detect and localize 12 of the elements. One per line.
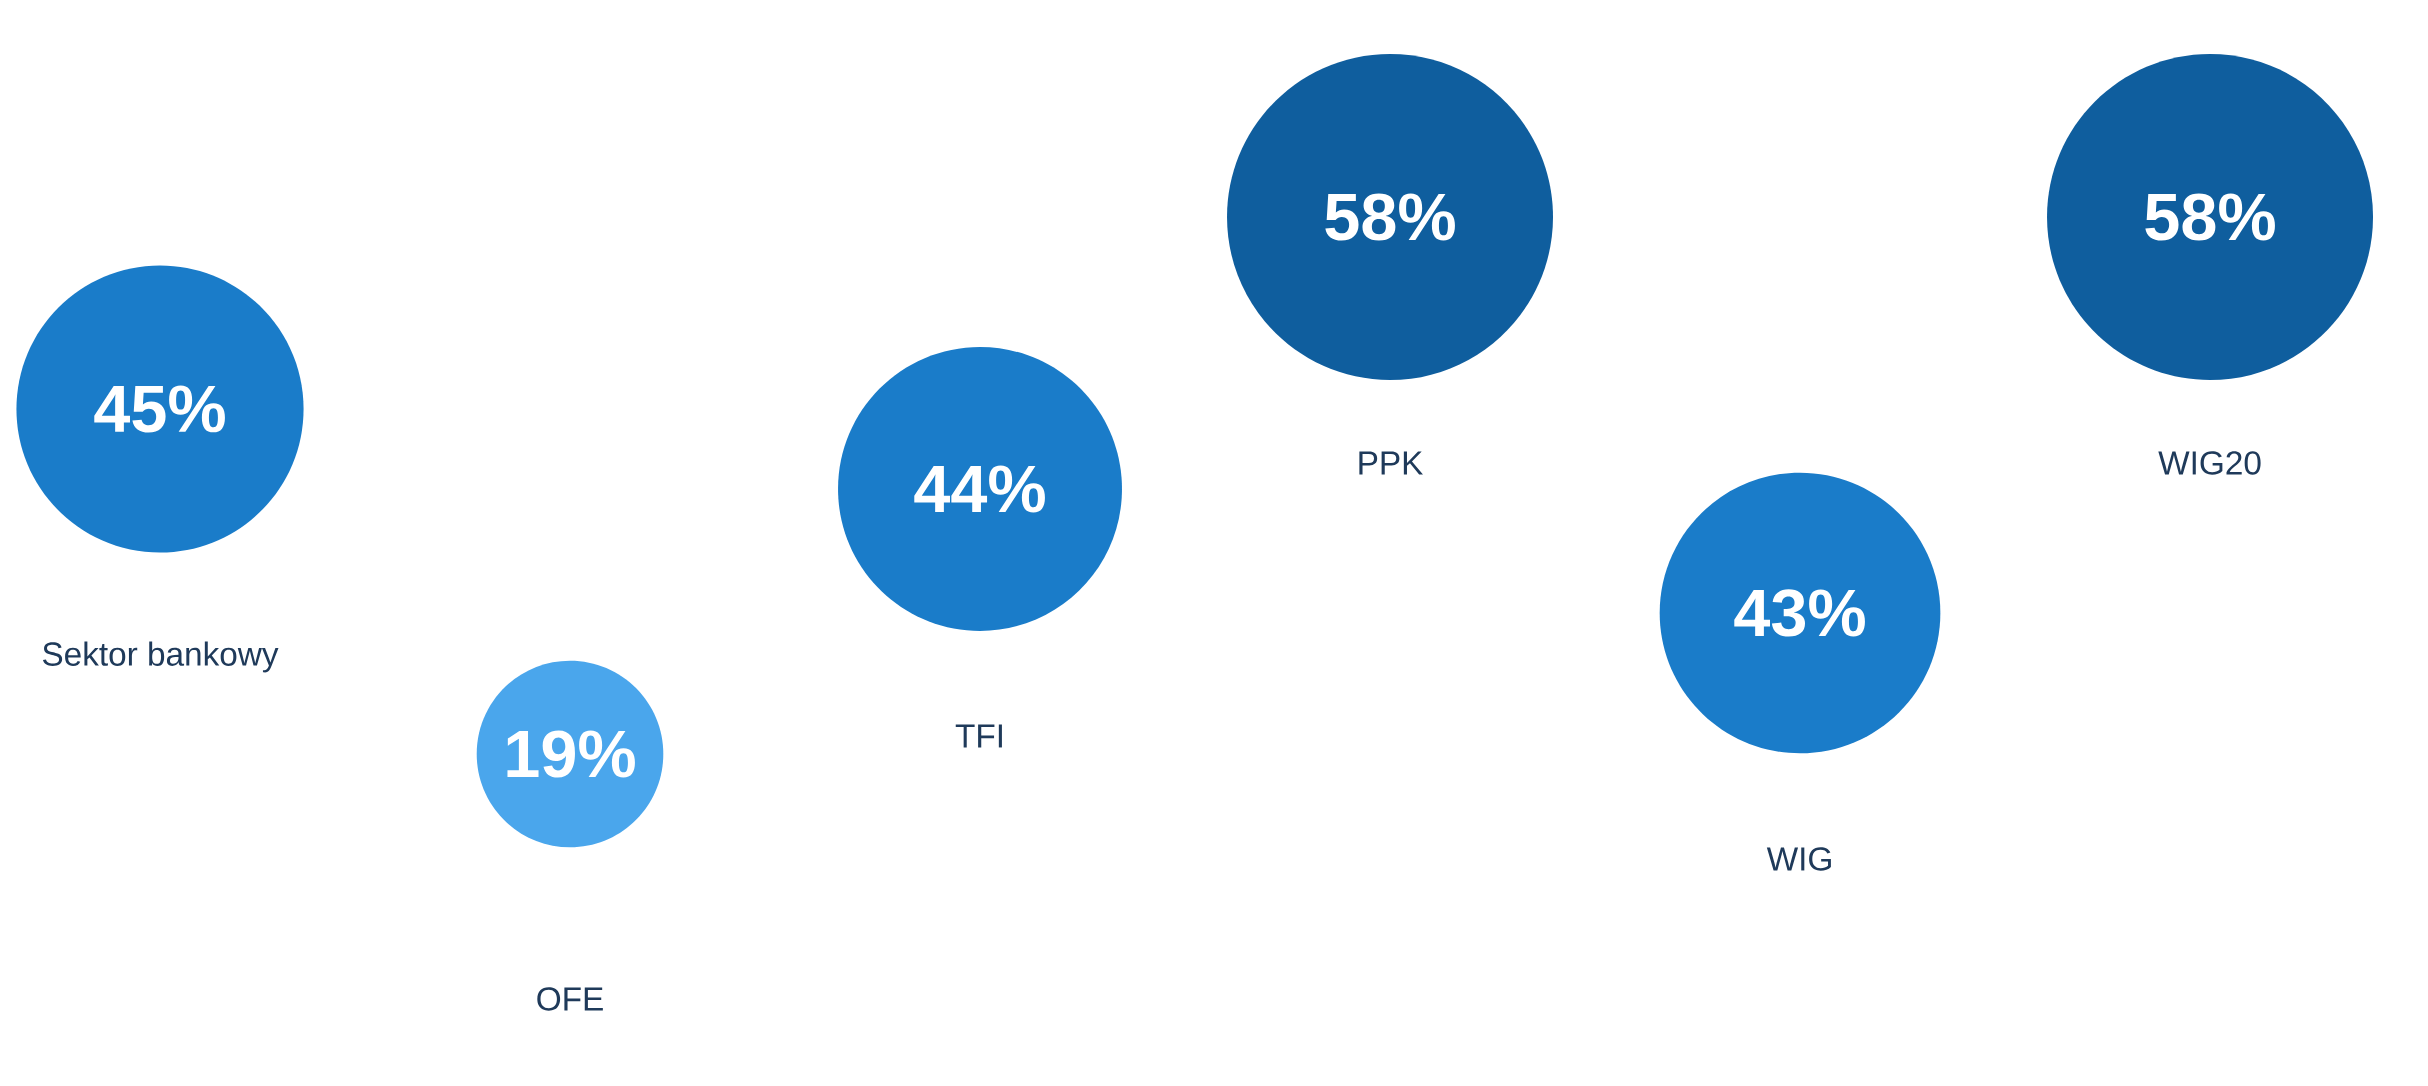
category-label: PPK <box>1359 451 1423 475</box>
category-label: TFI <box>955 724 1002 748</box>
data-label: 45% <box>94 385 225 433</box>
category-label: Sektor bankowy <box>42 641 279 673</box>
data-label: 44% <box>914 465 1045 513</box>
category-label: WIG <box>1766 847 1831 871</box>
category-label: OFE <box>537 987 603 1011</box>
data-label: 19% <box>507 730 635 778</box>
data-label: 58% <box>2145 193 2275 241</box>
data-label: 58% <box>1325 193 1455 241</box>
data-label: 43% <box>1734 589 1865 637</box>
category-label: WIG20 <box>2158 451 2261 475</box>
